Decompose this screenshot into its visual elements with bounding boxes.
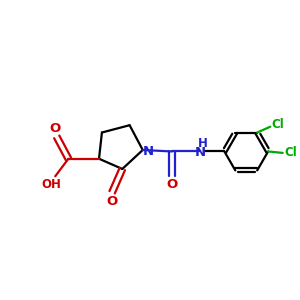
Text: N: N bbox=[195, 146, 206, 159]
Text: O: O bbox=[166, 178, 178, 191]
Text: Cl: Cl bbox=[272, 118, 285, 131]
Text: OH: OH bbox=[42, 178, 62, 191]
Text: N: N bbox=[142, 145, 154, 158]
Text: H: H bbox=[198, 137, 208, 150]
Text: O: O bbox=[50, 122, 61, 135]
Text: O: O bbox=[106, 194, 117, 208]
Text: Cl: Cl bbox=[284, 146, 297, 159]
